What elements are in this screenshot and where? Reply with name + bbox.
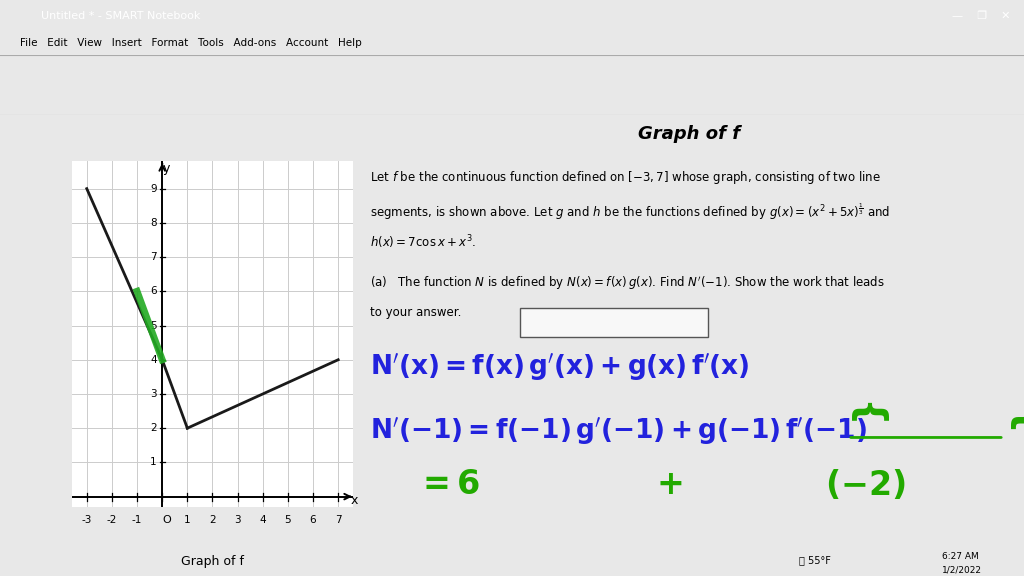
Text: $\mathbf{(-2)}$: $\mathbf{(-2)}$ <box>825 468 906 502</box>
Text: y: y <box>163 162 170 175</box>
Text: {: { <box>845 401 883 429</box>
Text: (a)   The function $N$ is defined by $N(x) = f(x)\,g(x)$. Find $N'(-1)$. Show th: (a) The function $N$ is defined by $N(x)… <box>370 274 885 291</box>
Text: Untitled * - SMART Notebook: Untitled * - SMART Notebook <box>41 11 201 21</box>
Text: 3: 3 <box>151 389 157 399</box>
Text: -1: -1 <box>132 516 142 525</box>
Text: 1: 1 <box>151 457 157 467</box>
Text: 4: 4 <box>259 516 266 525</box>
Text: 8: 8 <box>151 218 157 228</box>
Text: segments, is shown above. Let $g$ and $h$ be the functions defined by $g(x) = (x: segments, is shown above. Let $g$ and $h… <box>370 202 890 222</box>
Text: $\mathbf{N'(-1) = f(-1)\,g'(-1) + g(-1)\,f'(-1)}$: $\mathbf{N'(-1) = f(-1)\,g'(-1) + g(-1)\… <box>370 415 867 448</box>
Text: $\mathbf{+}$: $\mathbf{+}$ <box>656 468 683 501</box>
Text: —    ❐    ✕: — ❐ ✕ <box>952 11 1011 21</box>
Text: to your answer.: to your answer. <box>370 306 462 320</box>
Text: Graph of f: Graph of f <box>181 555 244 569</box>
Text: 6: 6 <box>151 286 157 296</box>
Text: $h(x) = 7\cos x + x^3$.: $h(x) = 7\cos x + x^3$. <box>370 234 476 252</box>
Text: 2: 2 <box>209 516 216 525</box>
Text: 7: 7 <box>151 252 157 262</box>
Text: 5: 5 <box>285 516 291 525</box>
Text: 1/2/2022: 1/2/2022 <box>942 565 982 574</box>
Text: 1: 1 <box>184 516 190 525</box>
Text: Graph of f: Graph of f <box>638 125 739 143</box>
Text: 6:27 AM: 6:27 AM <box>942 552 979 562</box>
Text: 6: 6 <box>309 516 316 525</box>
Text: 5: 5 <box>151 320 157 331</box>
Text: O: O <box>163 516 171 525</box>
FancyBboxPatch shape <box>519 309 709 336</box>
Text: -2: -2 <box>106 516 117 525</box>
Text: 7: 7 <box>335 516 342 525</box>
Text: }: } <box>1008 401 1024 429</box>
Text: -3: -3 <box>82 516 92 525</box>
Text: File   Edit   View   Insert   Format   Tools   Add-ons   Account   Help: File Edit View Insert Format Tools Add-o… <box>20 38 362 48</box>
Text: 9: 9 <box>151 184 157 194</box>
Text: 2: 2 <box>151 423 157 433</box>
Text: $\mathbf{= 6}$: $\mathbf{= 6}$ <box>416 468 480 501</box>
Text: 4: 4 <box>151 355 157 365</box>
Text: 🌡 55°F: 🌡 55°F <box>799 555 830 565</box>
Text: x: x <box>351 494 358 507</box>
Text: Let $f$ be the continuous function defined on $[-3, 7]$ whose graph, consisting : Let $f$ be the continuous function defin… <box>370 169 881 187</box>
Text: $\mathbf{N'(x) = f(x)\,g'(x) + g(x)\,f'(x)}$: $\mathbf{N'(x) = f(x)\,g'(x) + g(x)\,f'(… <box>370 351 750 383</box>
Text: 3: 3 <box>234 516 241 525</box>
Text: N'(-1) = f(-1) · g'(-1): N'(-1) = f(-1) · g'(-1) <box>529 316 620 325</box>
